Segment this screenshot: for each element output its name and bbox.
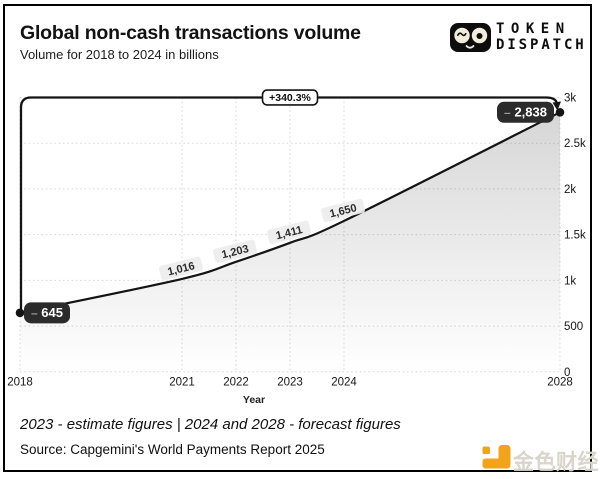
footnote: 2023 - estimate figures | 2024 and 2028 …	[20, 416, 401, 433]
end-point	[556, 108, 565, 117]
svg-text:1.5k: 1.5k	[564, 230, 586, 242]
svg-text:645: 645	[41, 305, 63, 320]
end-value-pill: –2,838	[497, 102, 554, 123]
growth-badge: +340.3%	[263, 90, 318, 105]
svg-text:2022: 2022	[223, 377, 249, 389]
watermark-text: 金色财经	[513, 446, 599, 476]
svg-text:2024: 2024	[331, 377, 357, 389]
start-point	[16, 309, 25, 318]
source-note: Source: Capgemini's World Payments Repor…	[20, 442, 325, 457]
start-value-pill: –645	[24, 302, 70, 323]
watermark-logo: 金色财经	[481, 444, 593, 474]
svg-text:–: –	[31, 306, 38, 320]
x-axis-title: Year	[243, 394, 265, 406]
svg-text:2,838: 2,838	[514, 105, 547, 120]
y-axis-labels: 0 500 1k 1.5k 2k 2.5k 3k	[564, 93, 586, 379]
chart: +340.3%1,0161,2031,4111,650–645–2,838201…	[0, 0, 600, 479]
svg-text:2k: 2k	[564, 184, 576, 196]
svg-text:+340.3%: +340.3%	[269, 92, 311, 104]
x-axis-labels: 201820212022202320242028	[7, 377, 573, 389]
svg-text:–: –	[504, 106, 511, 120]
svg-text:500: 500	[564, 321, 583, 333]
svg-text:2023: 2023	[277, 377, 303, 389]
svg-text:2021: 2021	[169, 377, 195, 389]
svg-text:2018: 2018	[7, 377, 33, 389]
svg-text:2.5k: 2.5k	[564, 138, 586, 150]
svg-text:0: 0	[564, 367, 570, 379]
svg-text:3k: 3k	[564, 93, 576, 105]
gold-blocks-icon	[481, 444, 512, 474]
svg-text:1k: 1k	[564, 275, 576, 287]
